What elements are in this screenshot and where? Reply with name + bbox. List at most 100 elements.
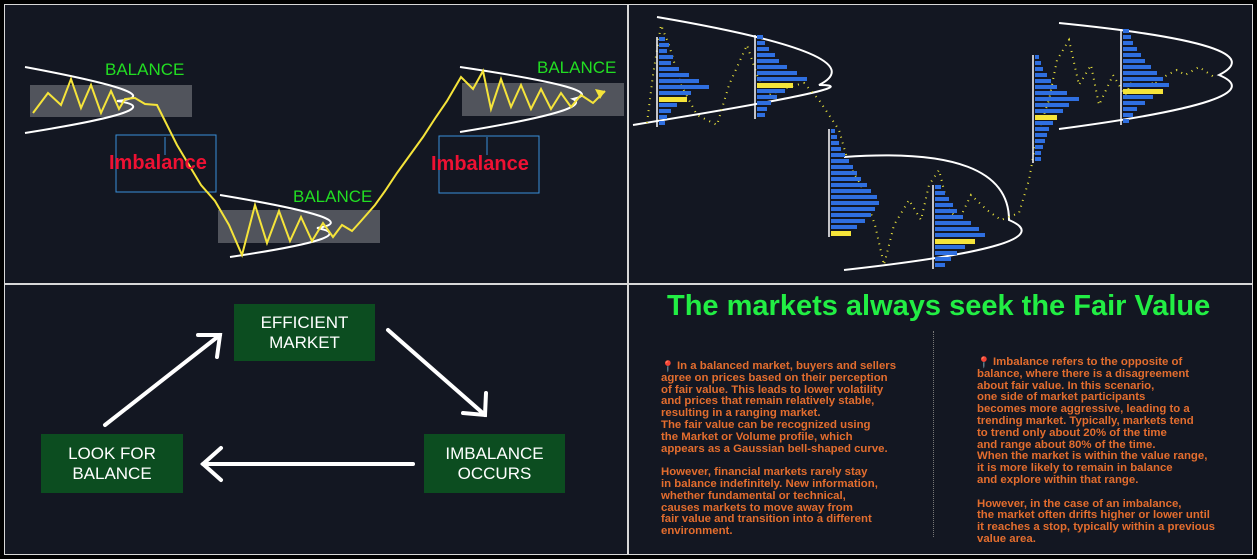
profile-5-bar <box>1035 73 1047 77</box>
profile-1-bar <box>659 67 679 71</box>
column-divider <box>933 331 934 537</box>
look-for-balance-line-2: BALANCE <box>72 463 152 483</box>
efficient-market-box: EFFICIENT MARKET <box>234 304 375 361</box>
profile-2-poc-bar <box>757 83 793 88</box>
profile-6-bar <box>1123 65 1151 69</box>
profile-1-bar <box>659 49 667 53</box>
profile-2-bar <box>757 59 779 63</box>
profile-4-bar <box>935 185 941 189</box>
profile-6-bar <box>1123 83 1169 87</box>
profile-curve-1 <box>632 16 833 126</box>
pushpin-icon: 📍 <box>977 357 991 369</box>
imbalance-zone-2 <box>438 135 540 194</box>
profile-1-bar <box>659 73 689 77</box>
profile-3-bar <box>831 153 845 157</box>
profile-1-bar <box>659 115 667 119</box>
profile-5-bar <box>1035 157 1041 161</box>
profile-3-bar <box>831 129 835 133</box>
profile-4-bar <box>935 263 945 267</box>
profile-4-bar <box>935 215 963 219</box>
price-path-svg <box>24 66 624 259</box>
market-cycle-diagram: EFFICIENT MARKET IMBALANCE OCCURS LOOK F… <box>4 284 628 555</box>
balance-label-1: BALANCE <box>105 60 185 79</box>
left-paragraph: In a balanced market, buyers and sellers… <box>661 360 897 538</box>
profile-3-bar <box>831 141 839 145</box>
profile-4-bar <box>935 197 949 201</box>
profile-4-bar <box>935 221 971 225</box>
profile-1-bar <box>659 55 673 59</box>
profile-3-bar <box>831 213 871 217</box>
profile-5-bar <box>1035 79 1051 83</box>
profile-5-bar <box>1035 145 1043 149</box>
profile-6-bar <box>1123 113 1133 117</box>
profile-1-bar <box>659 61 671 65</box>
profile-1-bar <box>659 85 709 89</box>
profile-2-bar <box>757 113 765 117</box>
profile-6-bar <box>1123 53 1141 57</box>
profile-1-bar <box>659 109 671 113</box>
look-for-balance-box: LOOK FOR BALANCE <box>41 434 183 493</box>
profile-4-bar <box>935 245 965 249</box>
profile-4-bar <box>935 203 953 207</box>
profile-5-bar <box>1035 55 1039 59</box>
profile-4-bar <box>935 251 957 255</box>
bell-curve-1 <box>24 66 135 134</box>
profile-5-poc-bar <box>1035 115 1057 120</box>
profile-1-bar <box>659 103 677 107</box>
profile-1-bar <box>659 37 665 41</box>
profile-5-bar <box>1035 133 1047 137</box>
profile-3-bar <box>831 171 857 175</box>
imbalance-occurs-line-2: OCCURS <box>457 463 532 483</box>
arrow-down-head <box>461 391 488 418</box>
profile-6-bar <box>1123 47 1137 51</box>
profile-5-bar <box>1035 103 1069 107</box>
profile-2-bar <box>757 47 769 51</box>
profile-5-bar <box>1035 91 1067 95</box>
imbalance-occurs-line-1: IMBALANCE <box>445 443 544 463</box>
balance-label-3: BALANCE <box>537 58 617 77</box>
balance-label-2: BALANCE <box>293 187 373 206</box>
profile-3-poc-bar <box>831 231 851 236</box>
profile-1-bar <box>659 79 699 83</box>
profile-3-bar <box>831 147 841 151</box>
profile-5-bar <box>1035 121 1053 125</box>
profile-3-bar <box>831 207 875 211</box>
profile-2-bar <box>757 89 785 93</box>
profile-4-bar <box>935 209 957 213</box>
profile-4-bar <box>935 257 951 261</box>
profile-1-bar <box>659 121 665 125</box>
volume-profile-svg <box>632 16 1233 271</box>
bell-curve-2 <box>219 194 332 258</box>
efficient-market-line-2: MARKET <box>269 332 340 352</box>
profile-2-bar <box>757 41 765 45</box>
profile-curve-3 <box>1058 22 1233 130</box>
efficient-market-line-1: EFFICIENT <box>260 312 349 332</box>
profile-5-bar <box>1035 67 1043 71</box>
profile-3-bar <box>831 165 853 169</box>
profile-6-poc-bar <box>1123 89 1163 94</box>
profile-3-bar <box>831 177 861 181</box>
profile-6-bar <box>1123 101 1145 105</box>
imbalance-label-1: Imbalance <box>109 152 207 174</box>
profile-4-poc-bar <box>935 239 975 244</box>
profile-5-bar <box>1035 139 1045 143</box>
profile-6-bar <box>1123 35 1131 39</box>
profile-3-bar <box>831 183 867 187</box>
arrow-up-line <box>103 333 222 427</box>
profile-4-bar <box>935 233 985 237</box>
profile-3-bar <box>831 219 865 223</box>
profile-4-bar <box>935 191 945 195</box>
profile-1-bar <box>659 43 669 47</box>
profile-6-bar <box>1123 119 1129 123</box>
profile-1-bar <box>659 91 691 95</box>
page-title: The markets always seek the Fair Value <box>667 290 1211 322</box>
profile-2-bar <box>757 107 767 111</box>
bell-curve-3 <box>459 66 583 133</box>
profile-6-bar <box>1123 41 1133 45</box>
profile-1-poc-bar <box>659 97 687 102</box>
profile-2-bar <box>757 53 775 57</box>
arrow-down-line <box>386 328 487 417</box>
profile-6-bar <box>1123 107 1137 111</box>
profile-3-bar <box>831 225 857 229</box>
profile-5-bar <box>1035 151 1041 155</box>
